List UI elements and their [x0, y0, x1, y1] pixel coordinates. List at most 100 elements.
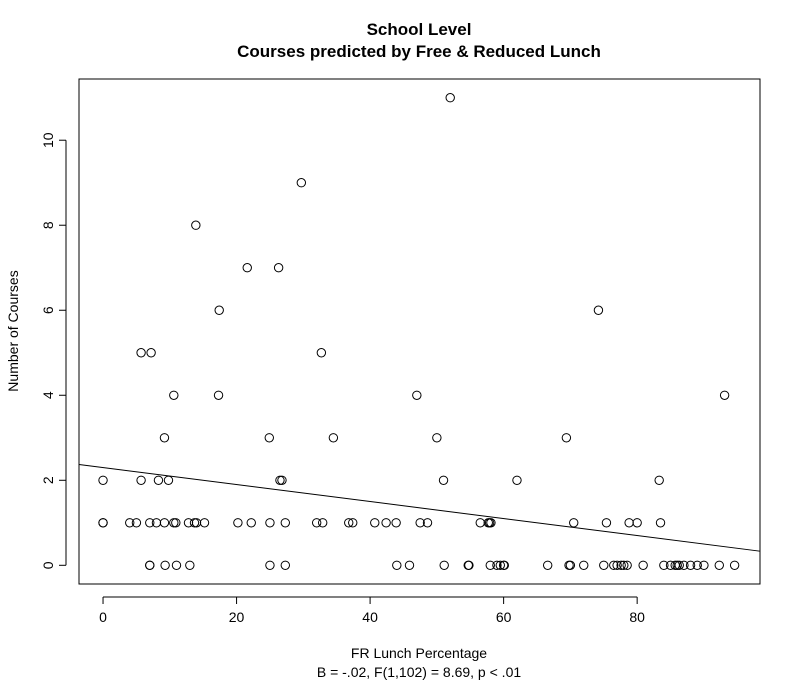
chart-subtitle: Courses predicted by Free & Reduced Lunc…: [237, 42, 601, 61]
data-point: [242, 263, 252, 273]
data-point: [233, 518, 243, 528]
x-tick-label: 40: [362, 609, 378, 625]
data-point: [632, 518, 642, 528]
data-point: [542, 560, 553, 570]
data-point: [412, 390, 422, 400]
data-point: [579, 560, 589, 570]
data-point: [475, 518, 485, 528]
data-point: [171, 560, 182, 570]
x-axis-stats-note: B = -.02, F(1,102) = 8.69, p < .01: [317, 664, 522, 680]
data-point: [692, 560, 702, 570]
data-point: [432, 433, 442, 443]
data-point: [561, 433, 572, 443]
data-point: [392, 560, 402, 570]
data-point: [317, 518, 328, 528]
x-axis: 0 20 40 60 80: [99, 596, 645, 625]
data-point: [569, 518, 579, 528]
data-point: [163, 475, 174, 485]
data-point: [729, 560, 740, 570]
data-point: [659, 560, 669, 570]
data-point: [171, 518, 181, 528]
x-axis-label: FR Lunch Percentage: [351, 645, 487, 661]
data-point: [638, 560, 648, 570]
data-point: [246, 518, 256, 528]
data-point: [492, 560, 502, 570]
data-point: [464, 560, 474, 570]
data-point: [145, 560, 155, 570]
data-point: [348, 518, 358, 528]
data-point: [136, 348, 146, 358]
data-point: [445, 93, 455, 103]
data-point: [655, 518, 666, 528]
data-point: [622, 560, 632, 570]
data-point: [699, 560, 709, 570]
data-point: [280, 560, 291, 570]
y-tick-label: 0: [40, 561, 56, 569]
data-point: [719, 390, 730, 400]
data-point: [609, 560, 619, 570]
data-point: [273, 263, 284, 273]
y-tick-label: 10: [40, 132, 56, 148]
y-tick-label: 8: [40, 221, 56, 229]
data-point: [565, 560, 576, 570]
y-axis-label: Number of Courses: [5, 270, 21, 391]
data-point: [189, 518, 200, 528]
data-point: [159, 518, 170, 528]
x-tick-label: 60: [496, 609, 512, 625]
data-point: [131, 518, 142, 528]
data-point: [296, 178, 307, 188]
data-point: [499, 560, 509, 570]
data-point: [439, 560, 449, 570]
data-point: [98, 475, 108, 485]
data-point: [381, 518, 391, 528]
x-tick-label: 20: [229, 609, 245, 625]
data-point: [391, 518, 401, 528]
data-point: [344, 518, 354, 528]
data-point: [125, 518, 135, 528]
data-point: [280, 518, 291, 528]
data-point: [311, 518, 322, 528]
data-point: [213, 390, 224, 400]
y-tick-label: 2: [40, 476, 56, 484]
data-point: [495, 560, 505, 570]
data-point: [601, 518, 612, 528]
data-point: [599, 560, 609, 570]
data-point: [136, 475, 146, 485]
data-point: [654, 475, 664, 485]
data-point: [169, 390, 179, 400]
data-point: [185, 560, 195, 570]
data-points: [98, 93, 740, 570]
data-point: [159, 433, 170, 443]
data-point: [370, 518, 380, 528]
y-tick-label: 4: [40, 391, 56, 399]
x-tick-label: 0: [99, 609, 107, 625]
plot-frame: [78, 78, 761, 585]
data-point: [714, 560, 724, 570]
y-tick-label: 6: [40, 306, 56, 314]
data-point: [674, 560, 684, 570]
regression-line: [78, 463, 761, 552]
data-point: [169, 518, 179, 528]
data-point: [438, 475, 449, 485]
data-point: [616, 560, 626, 570]
data-point: [199, 518, 210, 528]
data-point: [265, 560, 275, 570]
data-point: [191, 220, 201, 230]
data-point: [679, 560, 689, 570]
y-axis: 0 2 4 6 8 10: [40, 132, 67, 569]
data-point: [404, 560, 415, 570]
regression-line-group: [78, 463, 761, 552]
data-point: [422, 518, 433, 528]
data-point: [191, 518, 202, 528]
data-point: [316, 348, 327, 358]
data-point: [214, 305, 224, 315]
data-point: [145, 518, 155, 528]
data-point: [264, 433, 274, 443]
data-point: [277, 475, 287, 485]
data-point: [624, 518, 634, 528]
data-point: [160, 560, 170, 570]
data-point: [485, 560, 495, 570]
data-point: [612, 560, 622, 570]
data-point: [512, 475, 522, 485]
